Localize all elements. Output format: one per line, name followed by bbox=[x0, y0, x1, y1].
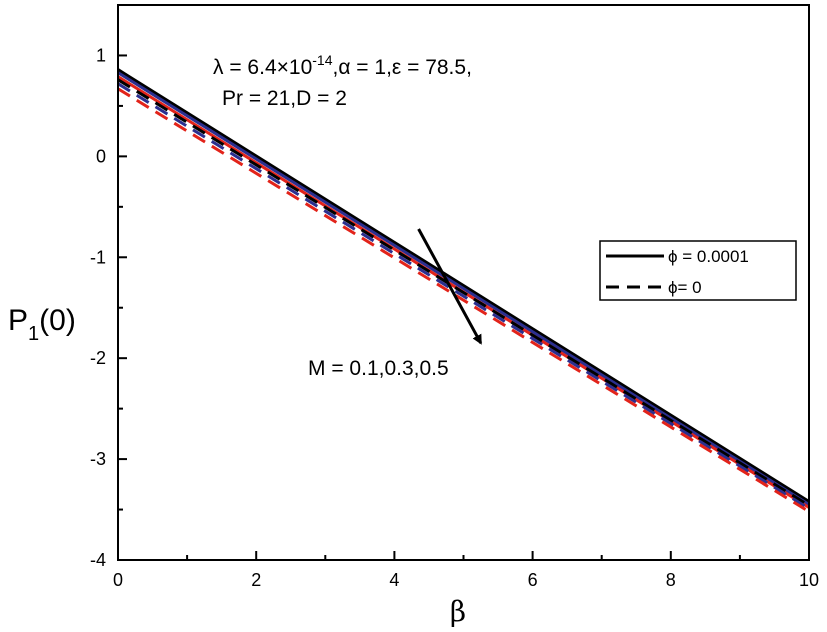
y-axis-title-suffix: (0) bbox=[39, 304, 76, 337]
legend-label-solid: ϕ = 0.0001 bbox=[668, 247, 749, 266]
m-direction-arrow bbox=[417, 228, 483, 345]
y-axis-title-sub: 1 bbox=[28, 323, 39, 345]
legend-box bbox=[599, 240, 797, 301]
x-tick-label: 8 bbox=[666, 570, 676, 590]
x-tick-label: 2 bbox=[251, 570, 261, 590]
legend: ϕ = 0.0001 ϕ= 0 bbox=[599, 240, 797, 301]
params-part-2: ,α = 1,ε = 78.5, bbox=[332, 56, 471, 79]
x-axis-title: β bbox=[450, 595, 466, 628]
y-tick-label: -3 bbox=[90, 449, 106, 469]
y-axis-title-main: P bbox=[8, 304, 28, 337]
y-tick-label: 1 bbox=[96, 45, 106, 65]
series-line-phi-0_0001-m-0_3 bbox=[117, 71, 810, 506]
series-line-phi-0-m-0_3 bbox=[117, 82, 810, 510]
series-line-phi-0-m-0_1 bbox=[117, 78, 810, 507]
y-tick-label: -4 bbox=[90, 550, 106, 570]
y-tick-label: 0 bbox=[96, 146, 106, 166]
series-layer bbox=[117, 68, 810, 513]
params-annotation-line2: Pr = 21,D = 2 bbox=[222, 87, 347, 110]
params-annotation-line1: λ = 6.4×10-14,α = 1,ε = 78.5, bbox=[213, 52, 472, 79]
params-part-1: -14 bbox=[312, 52, 332, 68]
y-axis-title: P1(0) bbox=[8, 304, 76, 345]
series-line-phi-0-m-0_5 bbox=[117, 87, 810, 513]
y-tick-label: -1 bbox=[90, 247, 106, 267]
x-tick-label: 4 bbox=[389, 570, 399, 590]
x-tick-label: 10 bbox=[799, 570, 819, 590]
params-part-0: λ = 6.4×10 bbox=[213, 56, 312, 79]
m-annotation: M = 0.1,0.3,0.5 bbox=[308, 357, 449, 380]
x-tick-label: 0 bbox=[113, 570, 123, 590]
x-tick-label: 6 bbox=[528, 570, 538, 590]
series-line-phi-0_0001-m-0_1 bbox=[117, 68, 810, 503]
y-tick-label: -2 bbox=[90, 348, 106, 368]
legend-label-dashed: ϕ= 0 bbox=[668, 278, 702, 297]
